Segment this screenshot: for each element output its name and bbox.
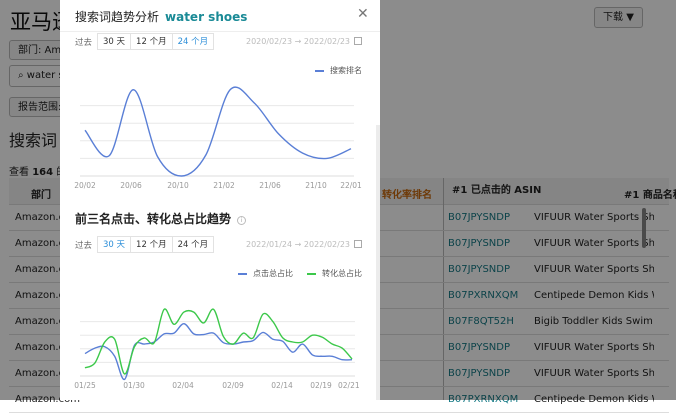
x-tick-label: 21/10 (305, 181, 327, 190)
x-tick-label: 02/21 (338, 381, 360, 390)
calendar-icon (354, 37, 362, 45)
close-icon[interactable]: ✕ (357, 6, 369, 22)
x-tick-label: 02/14 (271, 381, 293, 390)
legend-search-rank: 搜索排名 (330, 65, 362, 76)
legend-2: 点击总占比 转化总占比 (224, 268, 362, 279)
series-line-0 (85, 324, 352, 380)
date-range-2[interactable]: 2022/01/24 → 2022/02/23 (246, 240, 362, 249)
legend-1: 搜索排名 (301, 65, 362, 76)
period-label: 过去 (75, 239, 92, 251)
x-tick-label: 22/01 (340, 181, 362, 190)
x-tick-label: 20/06 (120, 181, 142, 190)
x-tick-label: 02/09 (222, 381, 244, 390)
option-24-months[interactable]: 24 个月 (172, 236, 215, 253)
legend-conversion-share: 转化总占比 (322, 268, 362, 279)
x-tick-label: 01/25 (74, 381, 96, 390)
option-30-days[interactable]: 30 天 (97, 33, 131, 50)
series-line-0 (85, 87, 351, 176)
series-line-1 (85, 309, 352, 374)
period-label: 过去 (75, 36, 92, 48)
x-tick-label: 02/04 (172, 381, 194, 390)
x-tick-label: 21/02 (213, 181, 235, 190)
x-tick-label: 21/06 (259, 181, 281, 190)
calendar-icon (354, 240, 362, 248)
info-icon: i (237, 216, 246, 225)
x-tick-label: 20/02 (74, 181, 96, 190)
search-rank-chart: 20/02 20/06 20/10 21/02 21/06 21/10 22/01 (60, 80, 380, 195)
period-selector-1: 过去 30 天 12 个月 24 个月 (75, 33, 214, 50)
x-tick-label: 01/30 (123, 381, 145, 390)
option-30-days[interactable]: 30 天 (97, 236, 131, 253)
option-24-months[interactable]: 24 个月 (172, 33, 215, 50)
keyword: water shoes (165, 10, 247, 24)
x-tick-label: 02/19 (310, 381, 332, 390)
legend-click-share: 点击总占比 (253, 268, 293, 279)
x-tick-label: 20/10 (167, 181, 189, 190)
option-12-months[interactable]: 12 个月 (130, 33, 173, 50)
date-range-1[interactable]: 2020/02/23 → 2022/02/23 (246, 37, 362, 46)
top3-share-chart: 01/25 01/30 02/04 02/09 02/14 02/19 02/21 (60, 280, 380, 400)
option-12-months[interactable]: 12 个月 (130, 236, 173, 253)
legend-swatch (315, 70, 324, 72)
legend-swatch (307, 273, 316, 275)
period-selector-2: 过去 30 天 12 个月 24 个月 (75, 236, 214, 253)
legend-swatch (238, 273, 247, 275)
modal-scrollbar[interactable] (376, 125, 380, 400)
